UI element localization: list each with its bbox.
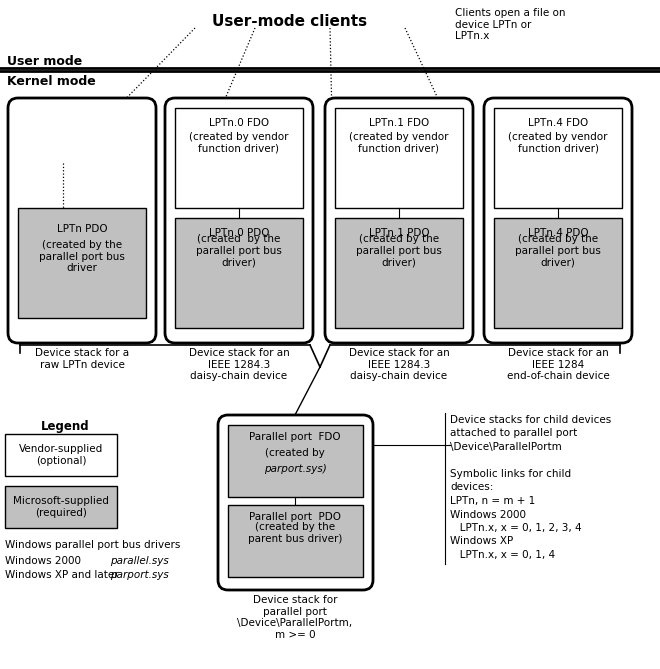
Text: attached to parallel port: attached to parallel port [450, 429, 578, 438]
Text: (created by: (created by [265, 448, 325, 458]
Text: (created by the
parallel port bus
driver: (created by the parallel port bus driver [39, 240, 125, 273]
Text: LPTn.4 PDO: LPTn.4 PDO [528, 228, 588, 238]
Text: LPTn, n = m + 1: LPTn, n = m + 1 [450, 496, 535, 506]
Text: LPTn PDO: LPTn PDO [57, 224, 108, 234]
Text: Device stacks for child devices: Device stacks for child devices [450, 415, 611, 425]
FancyBboxPatch shape [484, 98, 632, 343]
Text: Vendor-supplied
(optional): Vendor-supplied (optional) [19, 444, 103, 466]
Text: Device stack for
parallel port
\Device\ParallelPortm,
m >= 0: Device stack for parallel port \Device\P… [238, 595, 352, 640]
Text: Windows parallel port bus drivers: Windows parallel port bus drivers [5, 540, 180, 550]
Text: LPTn.1 PDO: LPTn.1 PDO [369, 228, 429, 238]
Text: User-mode clients: User-mode clients [213, 14, 368, 29]
Text: User mode: User mode [7, 55, 83, 68]
FancyBboxPatch shape [165, 98, 313, 343]
FancyBboxPatch shape [325, 98, 473, 343]
Bar [228, 425, 363, 497]
FancyBboxPatch shape [8, 98, 156, 343]
Text: parallel.sys: parallel.sys [110, 556, 169, 566]
Text: (created by vendor
function driver): (created by vendor function driver) [189, 132, 289, 154]
Text: (created  by the
parallel port bus
driver): (created by the parallel port bus driver… [196, 234, 282, 268]
Text: parport.sys): parport.sys) [263, 464, 327, 474]
Text: LPTn.4 FDO: LPTn.4 FDO [528, 118, 588, 128]
Bar [335, 218, 463, 328]
Text: (created by the
parallel port bus
driver): (created by the parallel port bus driver… [515, 234, 601, 268]
Text: devices:: devices: [450, 482, 494, 492]
Bar [175, 218, 303, 328]
Text: Windows 2000: Windows 2000 [5, 556, 81, 566]
Text: Device stack for a
raw LPTn device: Device stack for a raw LPTn device [35, 348, 129, 369]
FancyBboxPatch shape [218, 415, 373, 590]
Text: (created by vendor
function driver): (created by vendor function driver) [349, 132, 449, 154]
Text: Symbolic links for child: Symbolic links for child [450, 469, 571, 479]
Text: Windows 2000: Windows 2000 [450, 510, 526, 520]
Text: Kernel mode: Kernel mode [7, 75, 96, 88]
Text: Device stack for an
IEEE 1284
end-of-chain device: Device stack for an IEEE 1284 end-of-cha… [507, 348, 609, 381]
Text: Device stack for an
IEEE 1284.3
daisy-chain device: Device stack for an IEEE 1284.3 daisy-ch… [189, 348, 289, 381]
Text: Microsoft-supplied
(required): Microsoft-supplied (required) [13, 496, 109, 518]
Text: LPTn.x, x = 0, 1, 2, 3, 4: LPTn.x, x = 0, 1, 2, 3, 4 [450, 523, 581, 533]
Bar [5, 434, 117, 476]
Bar [5, 486, 117, 528]
Bar [18, 208, 146, 318]
Text: LPTn.0 FDO: LPTn.0 FDO [209, 118, 269, 128]
Text: parport.sys: parport.sys [110, 570, 169, 580]
Text: LPTn.0 PDO: LPTn.0 PDO [209, 228, 269, 238]
Bar [228, 505, 363, 577]
Text: Parallel port  FDO: Parallel port FDO [249, 432, 341, 442]
Bar [494, 108, 622, 208]
Bar [494, 218, 622, 328]
Text: (created by vendor
function driver): (created by vendor function driver) [508, 132, 608, 154]
Bar [335, 108, 463, 208]
Bar [175, 108, 303, 208]
Text: Windows XP: Windows XP [450, 537, 513, 547]
Text: (created by the
parallel port bus
driver): (created by the parallel port bus driver… [356, 234, 442, 268]
Text: Windows XP and later: Windows XP and later [5, 570, 119, 580]
Text: Device stack for an
IEEE 1284.3
daisy-chain device: Device stack for an IEEE 1284.3 daisy-ch… [348, 348, 449, 381]
Text: LPTn.1 FDO: LPTn.1 FDO [369, 118, 429, 128]
Text: LPTn.x, x = 0, 1, 4: LPTn.x, x = 0, 1, 4 [450, 550, 555, 560]
Text: Parallel port  PDO: Parallel port PDO [249, 512, 341, 522]
Text: (created by the
parent bus driver): (created by the parent bus driver) [248, 522, 342, 544]
Text: Clients open a file on
device LPTn or
LPTn.x: Clients open a file on device LPTn or LP… [455, 8, 566, 41]
Text: \Device\ParallelPortm: \Device\ParallelPortm [450, 442, 562, 452]
Text: Legend: Legend [41, 420, 89, 433]
